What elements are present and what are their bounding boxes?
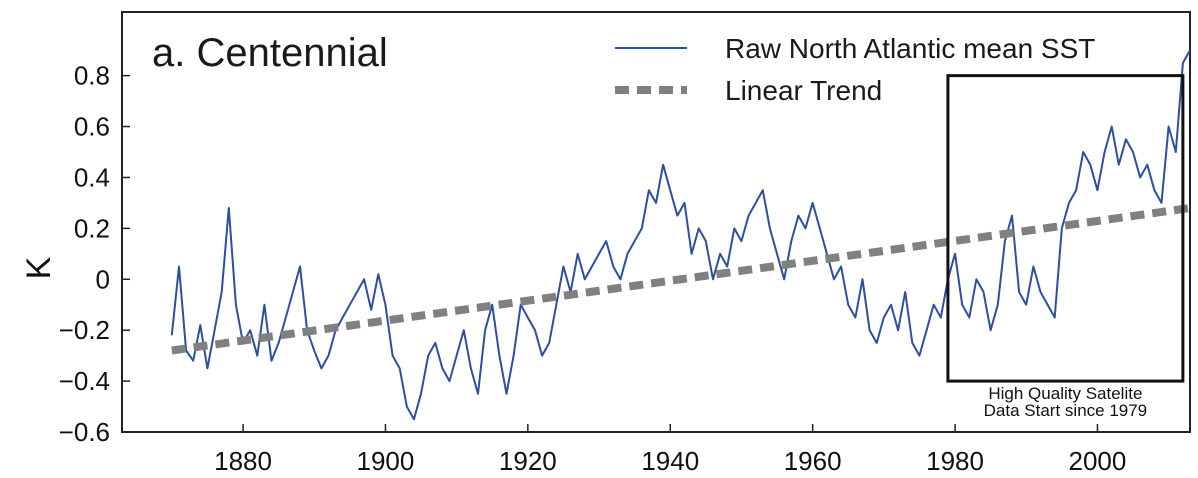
series-line-sst bbox=[170, 49, 1191, 421]
axis-ticks: 1880 1900 1920 1940 1960 1980 2000 −0.6 −0.4 −0.2… bbox=[59, 61, 1127, 476]
x-tick-label: 1920 bbox=[499, 446, 557, 476]
y-tick-label: 0 bbox=[96, 264, 110, 294]
x-tick-label: 2000 bbox=[1069, 446, 1127, 476]
series-line-trend bbox=[171, 204, 1191, 355]
y-tick-label: −0.6 bbox=[59, 417, 110, 447]
legend-label: Linear Trend bbox=[725, 75, 882, 106]
legend: Raw North Atlantic mean SST Linear Trend bbox=[615, 33, 1095, 106]
y-tick-label: −0.2 bbox=[59, 315, 110, 345]
y-axis-label: K bbox=[20, 256, 58, 279]
legend-label: Raw North Atlantic mean SST bbox=[725, 33, 1095, 64]
y-tick-label: 0.6 bbox=[74, 112, 110, 142]
x-tick-label: 1940 bbox=[641, 446, 699, 476]
annotation-box bbox=[946, 74, 1185, 383]
annotation-text: High Quality Satelite bbox=[988, 384, 1142, 403]
x-tick-label: 1980 bbox=[926, 446, 984, 476]
y-tick-label: 0.8 bbox=[74, 61, 110, 91]
x-tick-label: 1880 bbox=[214, 446, 272, 476]
y-tick-label: 0.4 bbox=[74, 162, 110, 192]
chart-marks bbox=[170, 49, 1191, 421]
y-tick-label: 0.2 bbox=[74, 213, 110, 243]
x-tick-label: 1960 bbox=[784, 446, 842, 476]
y-tick-label: −0.4 bbox=[59, 366, 110, 396]
annotation-text: Data Start since 1979 bbox=[984, 401, 1147, 420]
chart-title: a. Centennial bbox=[152, 31, 388, 75]
x-tick-label: 1900 bbox=[357, 446, 415, 476]
